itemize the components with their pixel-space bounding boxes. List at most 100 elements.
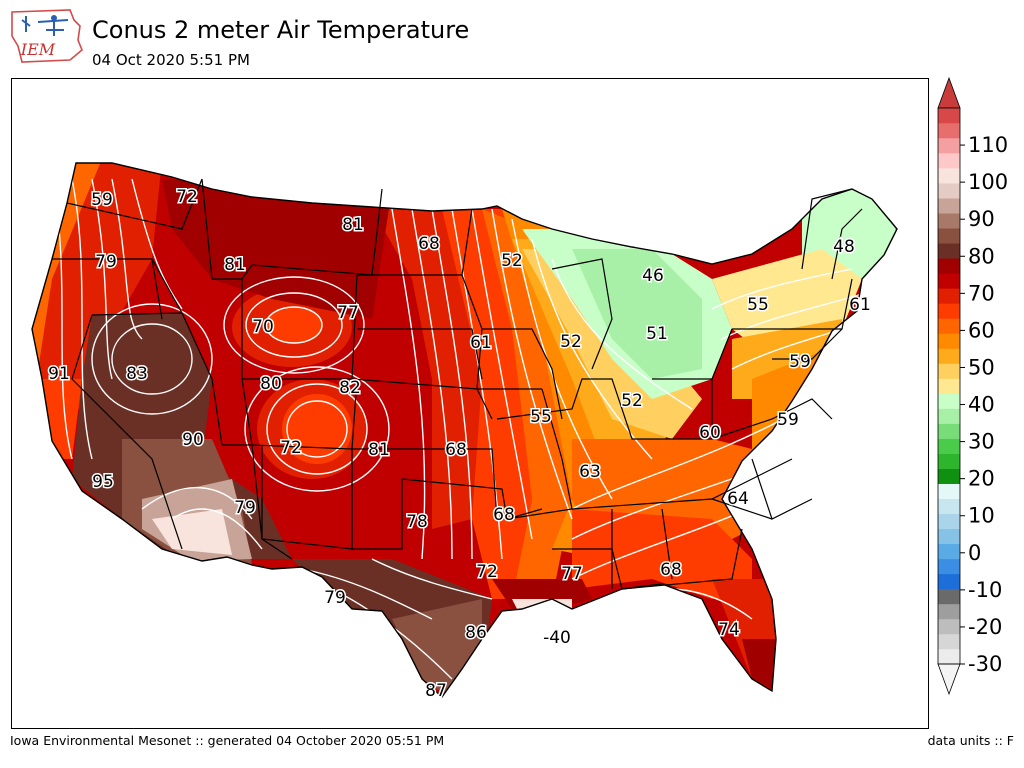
colorbar-swatch [938, 603, 960, 620]
colorbar-swatch [938, 633, 960, 650]
colorbar-tick-label: -30 [968, 652, 1002, 676]
temperature-labels: 59 72 81 68 79 81 52 46 48 70 77 55 61 6… [47, 186, 873, 703]
colorbar-swatch [938, 168, 960, 184]
colorbar-tick-label: 90 [968, 207, 995, 231]
map-label: 79 [234, 498, 256, 518]
map-label: 52 [501, 251, 523, 271]
page-title: Conus 2 meter Air Temperature [92, 16, 470, 44]
map-label: 60 [699, 423, 721, 443]
map-label: 78 [406, 512, 428, 532]
colorbar-swatch [938, 468, 960, 484]
map-label: 61 [849, 295, 871, 315]
colorbar-swatch [938, 333, 960, 349]
map-label: 95 [92, 472, 114, 492]
colorbar-swatch [938, 423, 960, 439]
map-label: 68 [418, 234, 440, 254]
colorbar-tick-label: -10 [968, 578, 1002, 602]
map-label: 83 [126, 364, 148, 384]
map-label: 68 [660, 560, 682, 580]
map-label: 63 [579, 462, 601, 482]
state-boundaries [52, 178, 863, 590]
footer-credit: Iowa Environmental Mesonet :: generated … [10, 733, 445, 748]
map-label: 48 [833, 237, 855, 257]
map-label: 64 [727, 489, 749, 509]
map-label: 59 [91, 190, 113, 210]
colorbar-tick-label: 30 [968, 430, 995, 454]
colorbar-tick-label: 110 [968, 133, 1008, 157]
map-label: 51 [646, 324, 668, 344]
colorbar-swatch [938, 348, 960, 364]
map-label: 55 [747, 295, 769, 315]
map-label: 68 [445, 440, 467, 460]
colorbar-over-arrow [937, 76, 961, 109]
colorbar-swatch [938, 243, 960, 259]
map-label: 77 [337, 303, 359, 323]
colorbar-swatch [938, 453, 960, 469]
map-panel: 59 72 81 68 79 81 52 46 48 70 77 55 61 6… [11, 78, 929, 729]
colorbar-tick-label: 20 [968, 467, 995, 491]
colorbar-swatch [938, 558, 960, 575]
colorbar-tick-label: -20 [968, 615, 1002, 639]
colorbar-swatch [938, 123, 960, 139]
colorbar-swatch [938, 198, 960, 214]
colorbar-swatch [938, 528, 960, 545]
map-label: 80 [260, 374, 282, 394]
colorbar-swatch [938, 213, 960, 229]
map-label: 46 [642, 266, 664, 286]
map-label: 68 [493, 505, 515, 525]
colorbar-swatch [938, 588, 960, 605]
colorbar-swatch [938, 288, 960, 304]
colorbar-tick-label: 40 [968, 393, 995, 417]
colorbar-swatch [938, 363, 960, 379]
map-label: 61 [470, 333, 492, 353]
colorbar-swatch [938, 543, 960, 560]
map-label: 55 [530, 407, 552, 427]
colorbar-swatch [938, 258, 960, 274]
map-label: 72 [176, 187, 198, 207]
colorbar-swatch [938, 228, 960, 244]
map-label: 72 [280, 438, 302, 458]
contour-lines [51, 178, 863, 680]
colorbar-tick-label: 80 [968, 244, 995, 268]
map-label: 77 [561, 564, 583, 584]
map-label: 72 [476, 562, 498, 582]
colorbar-swatch [938, 573, 960, 590]
map-label: 90 [182, 430, 204, 450]
map-label: -40 [543, 628, 571, 648]
map-label: 52 [560, 332, 582, 352]
colorbar-swatch [938, 618, 960, 635]
map-label: 86 [465, 623, 487, 643]
logo-text: IEM [20, 40, 56, 59]
colorbar-swatch [938, 393, 960, 409]
colorbar-swatch [938, 183, 960, 199]
colorbar-swatch [938, 408, 960, 424]
map-label: 81 [342, 215, 364, 235]
map-label: 91 [48, 364, 70, 384]
colorbar-swatch [938, 138, 960, 154]
map-label: 74 [718, 620, 740, 640]
colorbar-swatch [938, 648, 960, 665]
colorbar-swatch [938, 153, 960, 169]
map-label: 52 [621, 391, 643, 411]
colorbar-tick-label: 70 [968, 281, 995, 305]
colorbar-tick-label: 100 [968, 170, 1008, 194]
colorbar-tick-label: 10 [968, 504, 995, 528]
map-label: 59 [789, 352, 811, 372]
colorbar-tick-label: 0 [968, 541, 981, 565]
colorbar-swatch [938, 303, 960, 319]
colorbar-under-arrow [937, 663, 961, 696]
footer-units: data units :: F [927, 733, 1014, 748]
map-label: 70 [252, 317, 274, 337]
map-label: 87 [425, 681, 447, 701]
colorbar-swatch [938, 513, 960, 530]
colorbar: -30 -20 -10 0 10 20 30 40 50 60 70 80 90 100 110 [932, 76, 1024, 696]
colorbar-swatch [938, 273, 960, 289]
colorbar-swatch [938, 438, 960, 454]
colorbar-tick-label: 60 [968, 318, 995, 342]
map-label: 79 [95, 252, 117, 272]
colorbar-swatch [938, 483, 960, 500]
page-subtitle: 04 Oct 2020 5:51 PM [92, 51, 250, 69]
map-label: 59 [777, 410, 799, 430]
colorbar-swatch [938, 108, 960, 124]
map-label: 82 [339, 378, 361, 398]
